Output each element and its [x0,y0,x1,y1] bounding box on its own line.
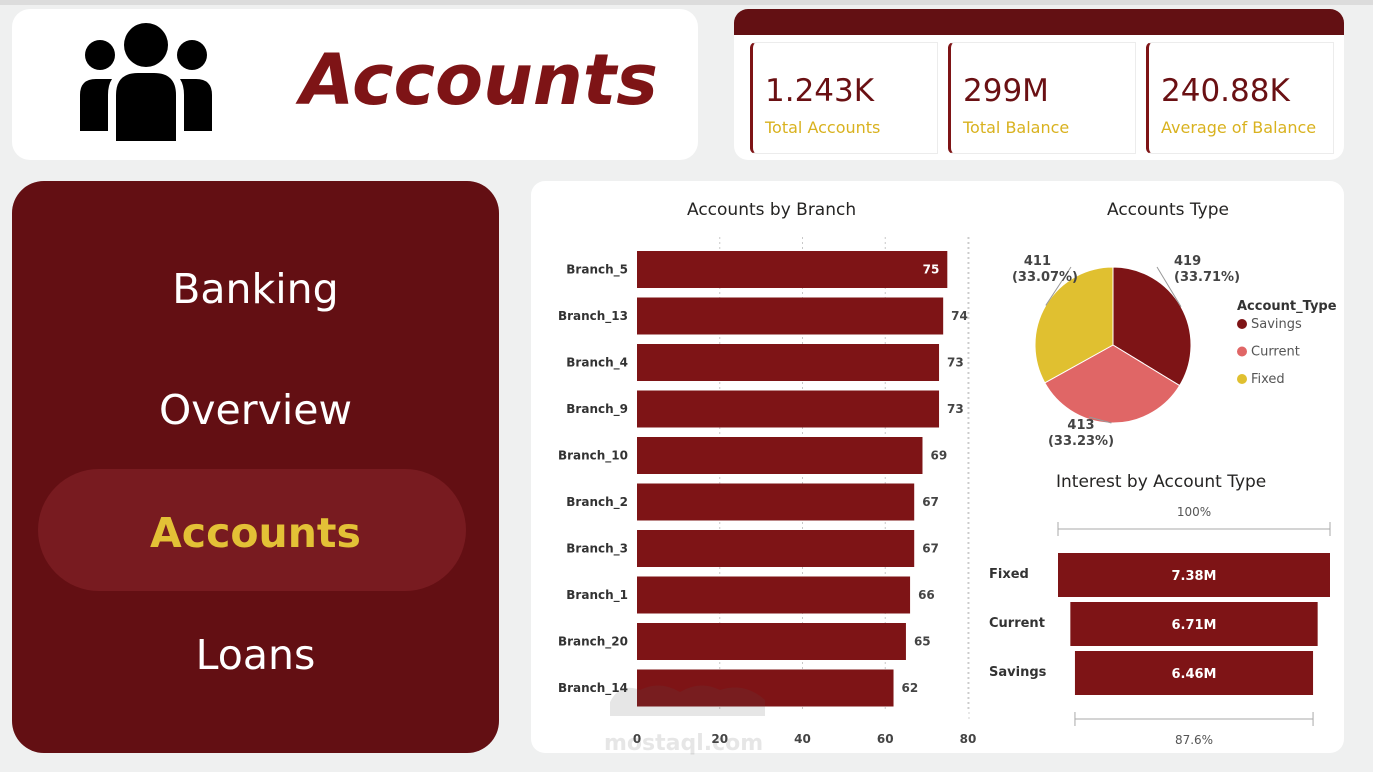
nav-active-highlight [38,469,466,591]
pie-chart-title: Accounts Type [1107,200,1229,220]
charts-panel: Accounts by Branch Accounts Type Interes… [531,181,1344,753]
y-tick-label: Branch_10 [558,449,628,464]
bar [637,437,923,474]
pie-value-label: 419 [1174,254,1201,269]
pie-leader-line [1045,266,1072,306]
bar [637,390,940,428]
bar [637,576,911,614]
bar [637,483,915,521]
nav-item-banking[interactable]: Banking [172,265,339,313]
legend-marker [1237,346,1247,357]
data-label: 65 [914,635,931,649]
pie-leader-line [1156,266,1182,308]
data-label: 67 [922,495,939,509]
bar [637,669,894,707]
users-group-icon [80,23,212,141]
data-label: 74 [951,309,968,323]
data-label: 73 [947,402,964,416]
pie-percent-label: (33.71%) [1174,270,1240,285]
kpi-card-total-accounts: 1.243K Total Accounts [750,42,938,154]
nav-item-loans[interactable]: Loans [195,631,316,679]
nav-panel: Banking Overview Accounts Loans [12,181,499,753]
funnel-data-label: 6.71M [1171,618,1216,633]
funnel-chart-title: Interest by Account Type [1056,472,1267,492]
y-tick-label: Branch_2 [566,495,628,510]
kpi-card-total-balance: 299M Total Balance [948,42,1136,154]
pie-value-label: 411 [1024,254,1051,269]
data-label: 69 [930,449,947,463]
y-tick-label: Branch_9 [566,402,628,417]
pie-percent-label: (33.23%) [1048,434,1114,449]
pie-value-label: 413 [1067,418,1094,433]
kpi-value: 240.88K [1161,73,1290,109]
funnel-data-label: 6.46M [1171,667,1216,682]
top-divider [0,0,1373,5]
pie-leader-line [1088,416,1112,424]
data-label: 66 [918,588,935,602]
nav-item-accounts[interactable]: Accounts [150,509,361,557]
x-tick-label: 60 [877,732,894,746]
page-title: Accounts [300,39,658,121]
bar [637,344,940,381]
funnel-category-label: Current [989,616,1045,631]
kpi-label: Total Accounts [765,118,881,137]
charts-canvas: 0 20 40 60 80 Branch_5 75 Branch_13 74 Branch_4 73… [558,237,1337,747]
data-label: 67 [922,542,939,556]
bar [637,251,948,288]
legend-label: Fixed [1251,372,1285,387]
legend-label: Current [1251,345,1300,360]
kpi-header-bar [734,9,1344,35]
kpi-label: Total Balance [963,118,1070,137]
bar [637,297,944,335]
legend-title: Account_Type [1237,299,1337,314]
y-tick-label: Branch_5 [566,263,628,278]
bar-chart-title: Accounts by Branch [687,200,857,220]
legend-marker [1237,319,1247,329]
y-tick-label: Branch_13 [558,309,628,324]
bar [637,530,915,567]
x-tick-label: 40 [794,732,811,746]
pie-percent-label: (33.07%) [1012,270,1078,285]
nav-item-overview[interactable]: Overview [158,386,353,434]
x-tick-label: 0 [633,732,641,746]
funnel-category-label: Fixed [989,567,1029,582]
header-card: Accounts [12,9,698,160]
bar [637,623,906,660]
x-tick-label: 80 [960,732,977,746]
data-label: 75 [923,263,940,277]
y-tick-label: Branch_14 [558,681,628,696]
kpi-value: 1.243K [765,73,875,109]
funnel-data-label: 7.38M [1171,569,1216,584]
legend-label: Savings [1251,317,1302,332]
funnel-bar [1074,651,1314,695]
funnel-bar [1058,553,1330,597]
funnel-category-label: Savings [989,665,1047,680]
funnel-bar [1070,602,1318,646]
legend-marker [1237,374,1247,384]
funnel-top-percent: 100% [1177,505,1211,519]
data-label: 73 [947,356,964,370]
data-label: 62 [902,681,919,695]
x-tick-label: 20 [711,732,728,746]
funnel-bottom-percent: 87.6% [1175,733,1213,747]
kpi-label: Average of Balance [1161,118,1317,137]
y-tick-label: Branch_1 [566,588,628,603]
kpi-panel: 1.243K Total Accounts 299M Total Balance… [734,9,1344,160]
y-tick-label: Branch_20 [558,635,628,650]
y-tick-label: Branch_4 [566,356,628,371]
kpi-value: 299M [963,73,1049,109]
y-tick-label: Branch_3 [566,542,628,557]
kpi-card-average-balance: 240.88K Average of Balance [1146,42,1334,154]
